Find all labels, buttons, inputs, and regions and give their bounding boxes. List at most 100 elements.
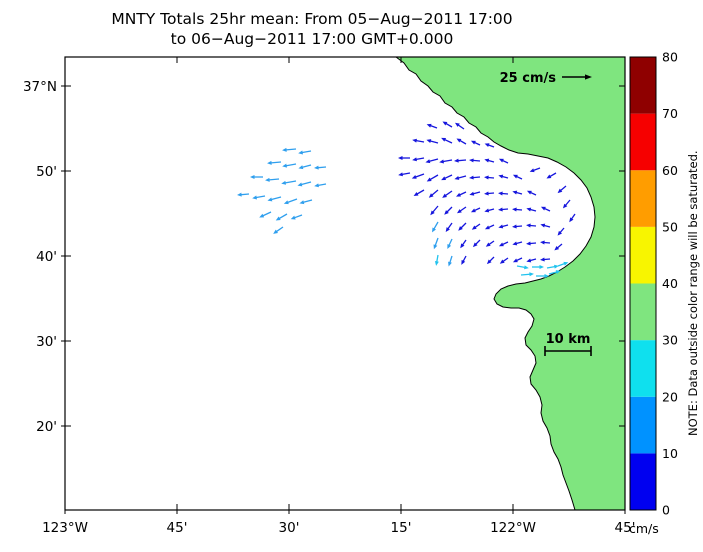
current-vector-head bbox=[540, 206, 546, 211]
y-tick-label: 40' bbox=[36, 249, 57, 265]
current-vector-head bbox=[454, 122, 460, 127]
current-vector-head bbox=[250, 175, 255, 179]
current-vector-head bbox=[484, 191, 489, 196]
current-vector-head bbox=[428, 193, 434, 198]
current-vector-head bbox=[472, 242, 478, 248]
colorbar-tick-label: 30 bbox=[662, 333, 678, 348]
current-vector-head bbox=[498, 191, 503, 196]
current-vector-head bbox=[540, 257, 545, 262]
current-vector-head bbox=[499, 259, 505, 264]
current-vector-head bbox=[471, 225, 477, 230]
current-vector bbox=[267, 178, 280, 181]
current-vector-head bbox=[458, 226, 463, 231]
current-vector-head bbox=[498, 207, 503, 212]
current-vector-head bbox=[398, 156, 403, 160]
y-tick-label: 30' bbox=[36, 334, 57, 350]
current-vector-head bbox=[569, 217, 574, 223]
current-vector-head bbox=[557, 230, 562, 236]
current-vector-head bbox=[539, 265, 544, 269]
current-vector-head bbox=[430, 210, 435, 216]
current-vector-head bbox=[456, 192, 461, 197]
current-vector-head bbox=[282, 147, 287, 152]
current-vector-head bbox=[469, 158, 474, 163]
current-vector-head bbox=[484, 225, 490, 230]
colorbar-tick-label: 60 bbox=[662, 163, 678, 178]
current-vector-head bbox=[540, 240, 545, 245]
current-vector-head bbox=[298, 150, 303, 155]
current-vector-head bbox=[447, 244, 452, 249]
colorbar-tick-label: 70 bbox=[662, 106, 678, 121]
current-vector-head bbox=[252, 195, 257, 200]
current-vector-head bbox=[544, 274, 549, 278]
current-vector-head bbox=[448, 261, 452, 267]
current-vector-head bbox=[498, 158, 504, 163]
current-vector-head bbox=[512, 190, 518, 195]
current-vector-head bbox=[554, 246, 560, 251]
current-vector-head bbox=[267, 160, 272, 165]
land-area bbox=[394, 56, 626, 511]
colorbar-tick-label: 0 bbox=[662, 503, 670, 518]
current-vector-head bbox=[563, 261, 569, 266]
current-vector-head bbox=[469, 175, 474, 180]
colorbar-segment bbox=[630, 340, 656, 397]
x-tick-label: 30' bbox=[279, 520, 300, 536]
current-vector-head bbox=[442, 121, 448, 126]
current-vector-head bbox=[484, 143, 490, 147]
land-layer bbox=[394, 56, 626, 511]
current-vector-head bbox=[434, 261, 439, 266]
current-vector-head bbox=[426, 177, 432, 182]
current-vector-head bbox=[411, 175, 417, 179]
current-vector-head bbox=[512, 174, 518, 179]
current-vector-head bbox=[299, 200, 305, 205]
current-vector-head bbox=[398, 172, 403, 177]
colorbar-note: NOTE: Data outside color range will be s… bbox=[686, 150, 700, 436]
title-line-2: to 06−Aug−2011 17:00 GMT+0.000 bbox=[171, 30, 454, 48]
current-vector-head bbox=[314, 165, 319, 170]
current-vector-head bbox=[413, 192, 419, 196]
current-vector-head bbox=[456, 138, 462, 143]
current-vector-head bbox=[426, 139, 432, 143]
current-vector-head bbox=[433, 244, 438, 250]
current-vector-head bbox=[283, 200, 289, 205]
current-vector-head bbox=[546, 174, 552, 179]
current-vector-head bbox=[441, 176, 447, 181]
current-vector-head bbox=[554, 264, 559, 269]
current-vector-head bbox=[273, 229, 279, 234]
current-vector bbox=[269, 196, 282, 201]
current-vector bbox=[286, 198, 298, 204]
current-vector-head bbox=[469, 191, 475, 196]
current-vector-head bbox=[412, 138, 417, 143]
colorbar-tick-label: 20 bbox=[662, 389, 678, 404]
current-vector-head bbox=[526, 207, 532, 212]
current-vector bbox=[284, 148, 297, 151]
colorbar-segment bbox=[630, 170, 656, 227]
x-tick-label: 122°W bbox=[490, 520, 536, 536]
current-vector-head bbox=[314, 183, 319, 188]
current-vector-head bbox=[562, 203, 568, 209]
current-vector-head bbox=[412, 157, 417, 162]
current-vector-head bbox=[442, 193, 448, 198]
current-vector-head bbox=[498, 174, 504, 179]
current-vector-head bbox=[557, 188, 563, 194]
current-vector-head bbox=[265, 177, 270, 182]
current-vector-head bbox=[484, 175, 489, 180]
current-vector bbox=[284, 163, 297, 167]
current-vector bbox=[269, 161, 282, 164]
current-vector-head bbox=[454, 176, 460, 180]
x-tick-label: 45' bbox=[167, 520, 188, 536]
y-tick-label: 50' bbox=[36, 164, 57, 180]
colorbar-layer: 0 10 20 30 40 50 60 70 80 cm/s NOTE: Data outside … bbox=[629, 50, 700, 537]
current-vector-head bbox=[461, 259, 466, 265]
x-tick-label: 45' bbox=[615, 520, 636, 536]
x-tick-label: 15' bbox=[391, 520, 412, 536]
current-vector-head bbox=[297, 182, 303, 187]
colorbar-tick-label: 10 bbox=[662, 446, 678, 461]
colorbar-segment bbox=[630, 226, 656, 284]
title-line-1: MNTY Totals 25hr mean: From 05−Aug−2011 … bbox=[111, 10, 512, 28]
current-vectors-layer bbox=[237, 121, 576, 278]
current-vector-head bbox=[529, 272, 534, 277]
y-tick-label: 37°N bbox=[23, 79, 57, 95]
colorbar-segment bbox=[630, 396, 656, 454]
